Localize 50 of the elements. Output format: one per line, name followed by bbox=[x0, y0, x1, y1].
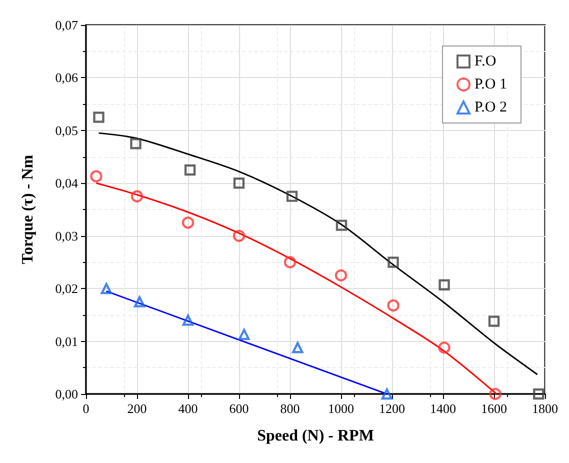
point bbox=[286, 190, 298, 202]
y-tick-label: 0,05 bbox=[55, 122, 78, 138]
x-tick-label: 1000 bbox=[328, 401, 354, 416]
x-tick-label: 600 bbox=[229, 401, 249, 416]
point bbox=[284, 256, 296, 268]
point bbox=[93, 112, 104, 123]
point bbox=[533, 388, 544, 400]
point bbox=[438, 279, 450, 290]
y-tick-label: 0,07 bbox=[55, 18, 78, 32]
point bbox=[182, 314, 194, 326]
y-tick-label: 0,03 bbox=[55, 228, 78, 244]
x-tick-label: 1200 bbox=[379, 401, 405, 416]
line-series bbox=[95, 182, 498, 395]
point bbox=[336, 220, 348, 231]
x-tick-label: 200 bbox=[127, 401, 147, 416]
point bbox=[134, 296, 146, 308]
point bbox=[387, 299, 400, 312]
point bbox=[488, 316, 500, 327]
y-tick-label: 0,00 bbox=[55, 386, 78, 402]
y-tick-label: 0,04 bbox=[55, 176, 78, 191]
point bbox=[130, 190, 144, 202]
point bbox=[388, 256, 399, 268]
point bbox=[292, 342, 304, 354]
y-tick-label: 0,01 bbox=[55, 334, 78, 349]
line-series bbox=[98, 132, 538, 376]
point bbox=[238, 328, 250, 340]
point bbox=[489, 388, 502, 400]
x-tick-label: 1800 bbox=[532, 401, 558, 416]
point bbox=[184, 164, 196, 176]
x-tick-label: 800 bbox=[280, 401, 300, 416]
point bbox=[233, 178, 245, 189]
point bbox=[381, 388, 392, 400]
point bbox=[90, 170, 102, 182]
point bbox=[334, 269, 348, 282]
y-tick-label: 0,06 bbox=[55, 70, 78, 86]
x-axis-title: Speed (N) - RPM bbox=[257, 428, 374, 444]
legend-label: F.O bbox=[474, 54, 496, 70]
x-tick-label: 0 bbox=[82, 401, 90, 416]
point bbox=[438, 342, 450, 354]
legend-label: P.O 2 bbox=[474, 100, 508, 116]
point bbox=[182, 216, 194, 229]
point bbox=[100, 282, 112, 294]
y-tick-label: 0,02 bbox=[55, 281, 78, 296]
x-tick-label: 400 bbox=[178, 401, 198, 416]
x-tick-label: 1400 bbox=[430, 401, 456, 416]
point bbox=[130, 138, 142, 150]
legend-label: P.O 1 bbox=[474, 76, 508, 92]
point bbox=[232, 230, 246, 242]
y-axis-title: Torque (τ) - Nm bbox=[20, 154, 36, 264]
x-tick-label: 1600 bbox=[481, 401, 507, 416]
